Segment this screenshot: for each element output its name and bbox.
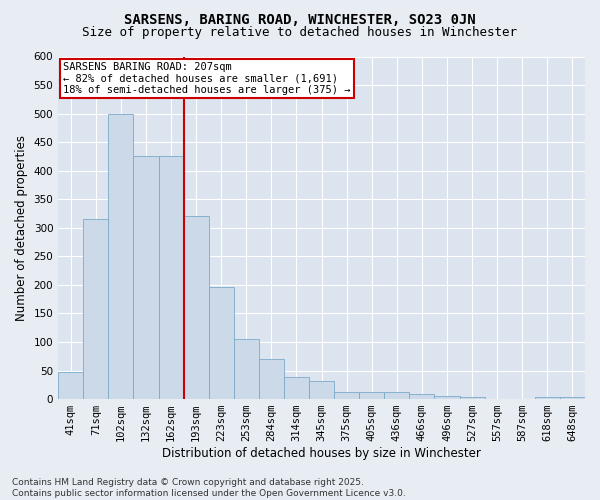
Bar bbox=[209, 286, 234, 399]
Bar bbox=[259, 359, 284, 399]
Bar bbox=[409, 394, 434, 399]
Bar bbox=[309, 381, 334, 399]
Bar bbox=[560, 397, 585, 399]
Text: SARSENS, BARING ROAD, WINCHESTER, SO23 0JN: SARSENS, BARING ROAD, WINCHESTER, SO23 0… bbox=[124, 12, 476, 26]
Bar bbox=[184, 216, 209, 399]
Bar bbox=[359, 392, 385, 399]
Text: Size of property relative to detached houses in Winchester: Size of property relative to detached ho… bbox=[83, 26, 517, 39]
Bar bbox=[535, 398, 560, 399]
Bar bbox=[83, 219, 109, 399]
Bar bbox=[284, 378, 309, 399]
Y-axis label: Number of detached properties: Number of detached properties bbox=[15, 135, 28, 321]
Bar bbox=[485, 398, 510, 399]
Text: Contains HM Land Registry data © Crown copyright and database right 2025.
Contai: Contains HM Land Registry data © Crown c… bbox=[12, 478, 406, 498]
Bar bbox=[460, 397, 485, 399]
Bar bbox=[234, 339, 259, 399]
Bar bbox=[158, 156, 184, 399]
Bar bbox=[58, 372, 83, 399]
Bar bbox=[385, 392, 409, 399]
Text: SARSENS BARING ROAD: 207sqm
← 82% of detached houses are smaller (1,691)
18% of : SARSENS BARING ROAD: 207sqm ← 82% of det… bbox=[64, 62, 351, 95]
X-axis label: Distribution of detached houses by size in Winchester: Distribution of detached houses by size … bbox=[162, 447, 481, 460]
Bar bbox=[434, 396, 460, 399]
Bar bbox=[334, 392, 359, 399]
Bar bbox=[109, 114, 133, 399]
Bar bbox=[133, 156, 158, 399]
